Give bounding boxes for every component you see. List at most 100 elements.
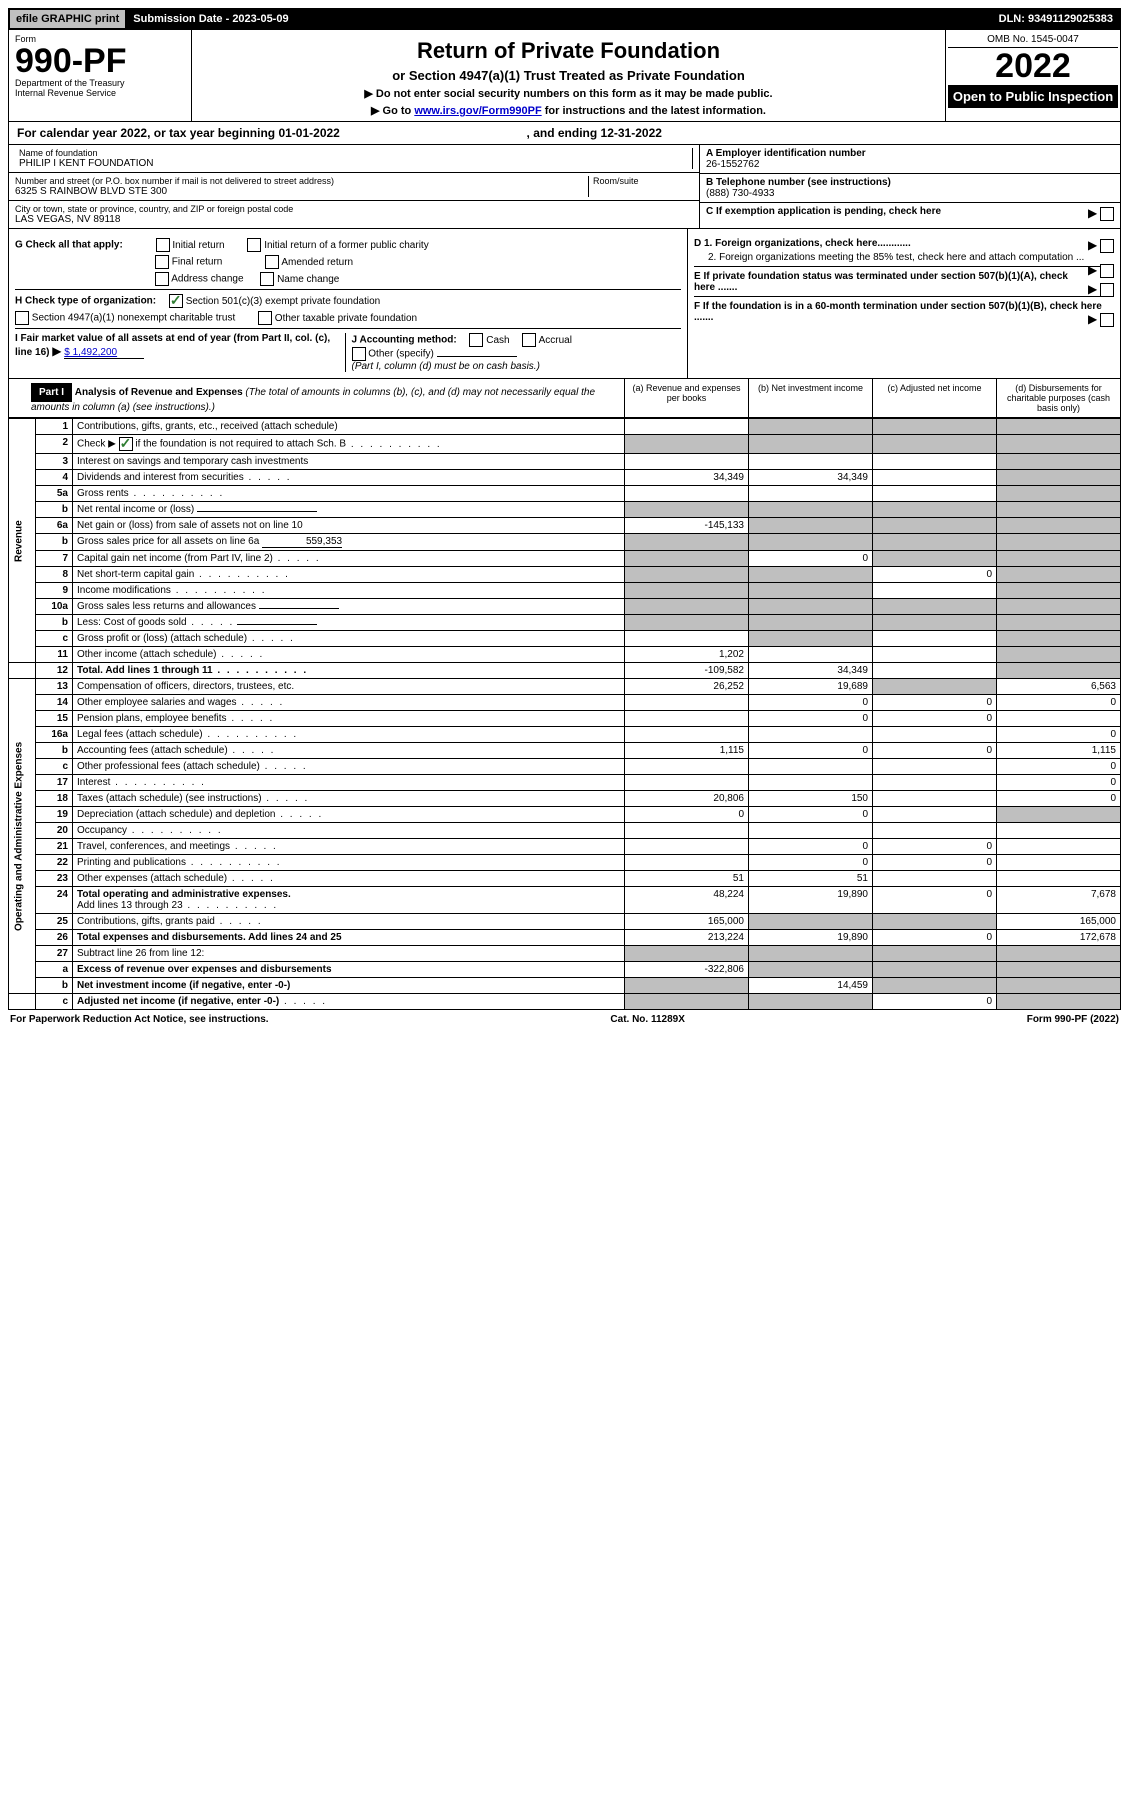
- form990pf-link[interactable]: www.irs.gov/Form990PF: [414, 105, 541, 117]
- instruction-1: ▶ Do not enter social security numbers o…: [198, 87, 939, 100]
- r22b: 0: [749, 855, 873, 871]
- cal-pre: For calendar year 2022, or tax year begi…: [17, 126, 278, 140]
- part1-label: Part I: [31, 383, 72, 402]
- d1-checkbox[interactable]: [1100, 239, 1114, 253]
- amended-checkbox[interactable]: [265, 255, 279, 269]
- r18a: 20,806: [625, 791, 749, 807]
- r26b: 19,890: [749, 930, 873, 946]
- r26a: 213,224: [625, 930, 749, 946]
- f-checkbox[interactable]: [1100, 313, 1114, 327]
- f-label: F If the foundation is in a 60-month ter…: [694, 301, 1102, 323]
- r8c: 0: [873, 567, 997, 583]
- top-bar: efile GRAPHIC print Submission Date - 20…: [8, 8, 1121, 30]
- r21b: 0: [749, 839, 873, 855]
- e-arrow-icon: ▶: [1088, 282, 1097, 296]
- g-opt-4: Amended return: [281, 257, 353, 268]
- efile-print-button[interactable]: efile GRAPHIC print: [10, 10, 127, 28]
- city-label: City or town, state or province, country…: [15, 204, 693, 214]
- line-27-desc: Subtract line 26 from line 12:: [73, 946, 625, 962]
- 4947-checkbox[interactable]: [15, 311, 29, 325]
- line-27a-desc: Excess of revenue over expenses and disb…: [73, 962, 625, 978]
- line-20-desc: Occupancy: [77, 825, 127, 836]
- e-checkbox[interactable]: [1100, 283, 1114, 297]
- line-9-desc: Income modifications: [77, 585, 171, 596]
- cal-end: 12-31-2022: [601, 126, 662, 140]
- r15b: 0: [749, 711, 873, 727]
- initial-return-checkbox[interactable]: [156, 238, 170, 252]
- addr-label: Number and street (or P.O. box number if…: [15, 176, 584, 186]
- form-number: 990-PF: [15, 44, 185, 78]
- j-label: J Accounting method:: [352, 335, 457, 346]
- name-change-checkbox[interactable]: [260, 272, 274, 286]
- d2-checkbox[interactable]: [1100, 264, 1114, 278]
- page-footer: For Paperwork Reduction Act Notice, see …: [8, 1010, 1121, 1029]
- schb-checkbox[interactable]: [119, 437, 133, 451]
- line-22-desc: Printing and publications: [77, 857, 186, 868]
- accrual-checkbox[interactable]: [522, 333, 536, 347]
- r14b: 0: [749, 695, 873, 711]
- r24b: 19,890: [749, 887, 873, 914]
- line-27b-desc: Net investment income (if negative, ente…: [77, 980, 290, 991]
- other-method-checkbox[interactable]: [352, 347, 366, 361]
- fmv-value[interactable]: $ 1,492,200: [64, 347, 144, 359]
- r12b: 34,349: [749, 663, 873, 679]
- tax-year: 2022: [948, 48, 1118, 85]
- l6b-val: 559,353: [262, 536, 342, 548]
- r6a: -145,133: [625, 518, 749, 534]
- r12a: -109,582: [625, 663, 749, 679]
- line-5b-desc: Net rental income or (loss): [77, 504, 194, 515]
- initial-former-checkbox[interactable]: [247, 238, 261, 252]
- line-3-desc: Interest on savings and temporary cash i…: [73, 454, 625, 470]
- line-7-desc: Capital gain net income (from Part IV, l…: [77, 553, 273, 564]
- line-10b-desc: Less: Cost of goods sold: [77, 617, 187, 628]
- dln-number: DLN: 93491129025383: [297, 10, 1119, 28]
- col-b-header: (b) Net investment income: [749, 379, 873, 417]
- line-6a-desc: Net gain or (loss) from sale of assets n…: [73, 518, 625, 534]
- r24d: 7,678: [997, 887, 1121, 914]
- r19b: 0: [749, 807, 873, 823]
- r16ba: 1,115: [625, 743, 749, 759]
- line-24-desc: Total operating and administrative expen…: [77, 889, 291, 900]
- line-16a-desc: Legal fees (attach schedule): [77, 729, 203, 740]
- r24c: 0: [873, 887, 997, 914]
- name-label: Name of foundation: [19, 148, 688, 158]
- phone-label: B Telephone number (see instructions): [706, 177, 1114, 188]
- 501c3-checkbox[interactable]: [169, 294, 183, 308]
- line-10a-desc: Gross sales less returns and allowances: [77, 601, 256, 612]
- line-14-desc: Other employee salaries and wages: [77, 697, 237, 708]
- e-label: E If private foundation status was termi…: [694, 271, 1068, 293]
- part1-header-row: Part I Analysis of Revenue and Expenses …: [8, 379, 1121, 418]
- g-opt-1: Final return: [172, 257, 223, 268]
- r13b: 19,689: [749, 679, 873, 695]
- cash-checkbox[interactable]: [469, 333, 483, 347]
- line-4-desc: Dividends and interest from securities: [77, 472, 244, 483]
- g-label: G Check all that apply:: [15, 240, 123, 251]
- r13a: 26,252: [625, 679, 749, 695]
- c-checkbox[interactable]: [1100, 207, 1114, 221]
- line-18-desc: Taxes (attach schedule) (see instruction…: [77, 793, 262, 804]
- line-num: 1: [36, 419, 73, 435]
- line-23-desc: Other expenses (attach schedule): [77, 873, 227, 884]
- final-return-checkbox[interactable]: [155, 255, 169, 269]
- g-opt-0: Initial return: [172, 240, 224, 251]
- phone-value: (888) 730-4933: [706, 188, 1114, 199]
- r25d: 165,000: [997, 914, 1121, 930]
- r7b: 0: [749, 551, 873, 567]
- instr2-post: for instructions and the latest informat…: [542, 105, 766, 117]
- col-d-header: (d) Disbursements for charitable purpose…: [997, 379, 1120, 417]
- arrow-icon: ▶: [1088, 206, 1097, 220]
- h-opt-2: Section 4947(a)(1) nonexempt charitable …: [32, 313, 235, 324]
- footer-left: For Paperwork Reduction Act Notice, see …: [10, 1014, 269, 1025]
- h-opt-1: Section 501(c)(3) exempt private foundat…: [186, 296, 381, 307]
- line-10c-desc: Gross profit or (loss) (attach schedule): [77, 633, 247, 644]
- g-opt-5: Name change: [277, 274, 339, 285]
- r17d: 0: [997, 775, 1121, 791]
- r16bc: 0: [873, 743, 997, 759]
- c-label: C If exemption application is pending, c…: [706, 206, 941, 217]
- j-accrual: Accrual: [539, 335, 572, 346]
- address-change-checkbox[interactable]: [155, 272, 169, 286]
- ein-label: A Employer identification number: [706, 148, 1114, 159]
- other-taxable-checkbox[interactable]: [258, 311, 272, 325]
- cal-begin: 01-01-2022: [278, 126, 339, 140]
- form-header: Form 990-PF Department of the Treasury I…: [8, 30, 1121, 122]
